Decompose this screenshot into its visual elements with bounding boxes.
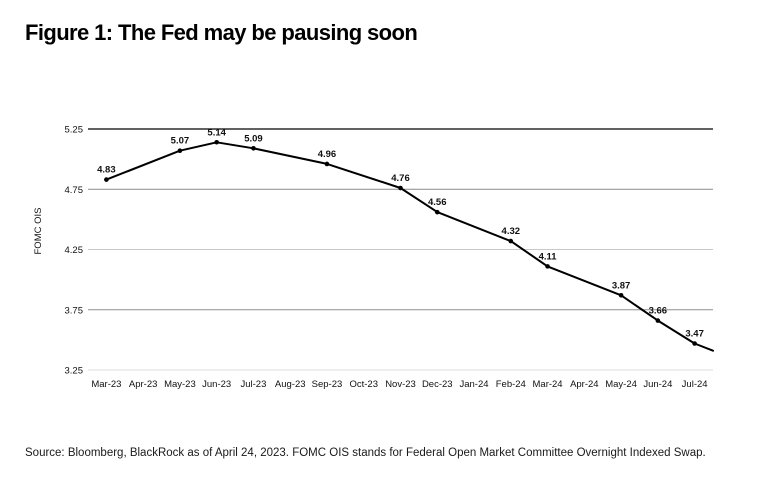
data-point-marker <box>545 264 550 269</box>
x-tick-label: Jan-24 <box>459 379 488 390</box>
data-point-label: 3.47 <box>685 328 704 339</box>
data-point-label: 5.14 <box>207 127 226 138</box>
y-tick-label: 3.75 <box>65 305 84 316</box>
x-tick-label: May-23 <box>164 379 196 390</box>
y-tick-label: 3.25 <box>65 366 84 377</box>
data-point-marker <box>692 341 697 346</box>
data-point-label: 5.07 <box>171 136 190 147</box>
x-tick-label: Jun-23 <box>202 379 231 390</box>
data-point-label: 3.87 <box>612 280 631 291</box>
x-tick-label: Mar-24 <box>533 379 563 390</box>
x-tick-label: Oct-23 <box>349 379 378 390</box>
x-tick-label: Apr-24 <box>570 379 599 390</box>
x-tick-label: Aug-23 <box>275 379 306 390</box>
data-point-marker <box>618 292 624 298</box>
data-point-marker <box>214 139 219 145</box>
x-tick-label: May-24 <box>605 379 637 390</box>
x-tick-label: Mar-23 <box>91 379 121 390</box>
x-tick-label: Sep-23 <box>312 379 343 390</box>
data-point-marker <box>398 185 403 191</box>
y-tick-label: 5.25 <box>65 125 84 136</box>
data-point-marker <box>104 177 109 182</box>
x-tick-label: Feb-24 <box>496 379 526 390</box>
data-point-marker <box>434 209 440 215</box>
figure-title: Figure 1: The Fed may be pausing soon <box>25 20 418 45</box>
x-tick-label: Nov-23 <box>385 379 416 390</box>
x-tick-label: Apr-23 <box>129 379 158 390</box>
data-point-label: 4.96 <box>318 149 337 160</box>
data-point-label: 4.56 <box>428 197 447 208</box>
x-tick-label: Jun-24 <box>643 379 672 390</box>
y-tick-label: 4.25 <box>65 245 84 256</box>
data-point-label: 3.66 <box>649 306 668 317</box>
x-tick-label: Dec-23 <box>422 379 453 390</box>
data-point-marker <box>655 318 661 323</box>
data-point-label: 5.09 <box>244 133 263 144</box>
data-point-marker <box>508 238 514 244</box>
data-point-label: 4.83 <box>97 165 116 176</box>
x-tick-label: Jul-23 <box>241 379 267 390</box>
source-note: Source: Bloomberg, BlackRock as of April… <box>25 447 706 459</box>
data-point-marker <box>177 148 183 153</box>
y-tick-label: 4.75 <box>65 185 84 196</box>
data-point-marker <box>324 161 330 167</box>
x-tick-label: Jul-24 <box>682 379 708 390</box>
data-point-label: 4.32 <box>502 226 521 237</box>
data-point-label: 4.11 <box>539 251 558 262</box>
data-point-marker <box>251 145 256 151</box>
data-point-label: 4.76 <box>391 173 410 184</box>
